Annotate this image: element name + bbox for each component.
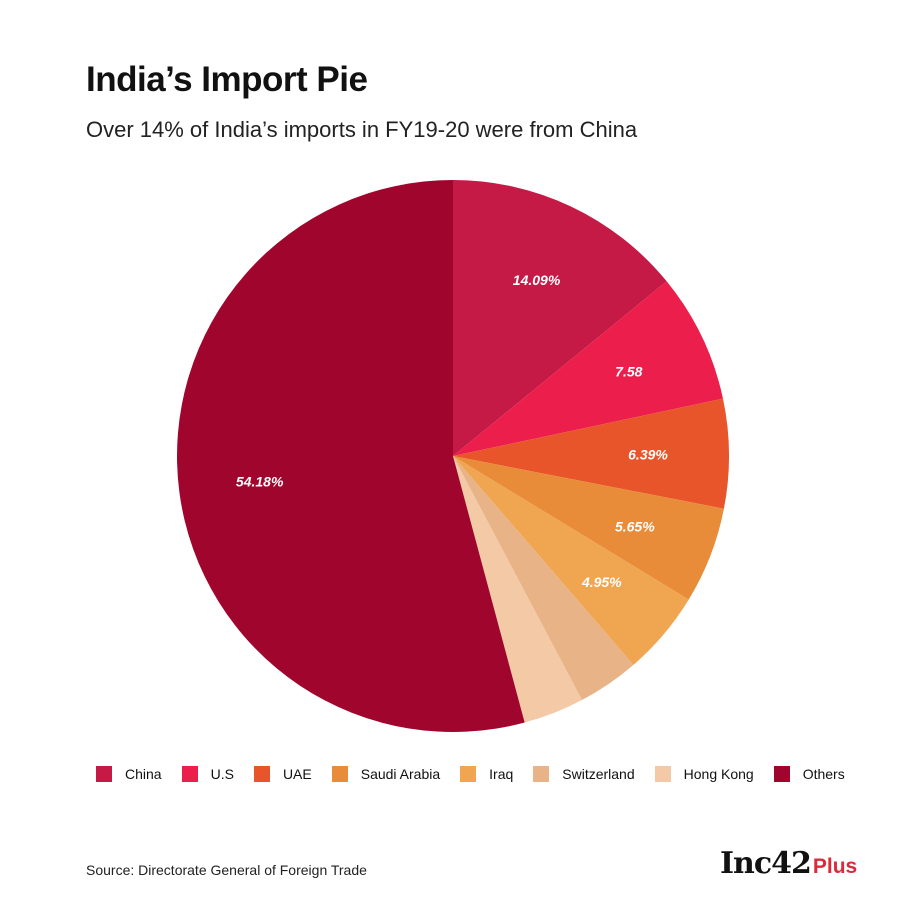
slice-label-iraq: 4.95% <box>581 574 622 590</box>
pie-slice-u-s <box>453 281 723 456</box>
slice-label-others: 54.18% <box>236 474 284 490</box>
pie-slice-saudi-arabia <box>453 456 724 600</box>
legend-label-u-s: U.S <box>210 766 234 782</box>
slice-label-u-s: 7.58 <box>615 364 642 380</box>
chart-title: India’s Import Pie <box>86 60 368 99</box>
legend-label-uae: UAE <box>282 766 312 782</box>
legend-label-iraq: Iraq <box>489 766 514 782</box>
legend-label-others: Others <box>802 766 845 782</box>
legend-item-others: Others <box>773 766 845 782</box>
chart-legend: China U.S UAE Saudi Arabia Iraq Switzerland Ho… <box>96 766 865 782</box>
legend-item-hong-kong: Hong Kong <box>654 766 754 782</box>
legend-swatch-uae <box>253 766 270 782</box>
legend-item-switzerland: Switzerland <box>533 766 635 782</box>
legend-item-uae: UAE <box>253 766 312 782</box>
legend-swatch-china <box>96 766 112 782</box>
pie-slices <box>176 180 729 733</box>
logo-plus-text: Plus <box>812 854 858 878</box>
legend-swatch-saudi-arabia <box>331 766 348 782</box>
chart-subtitle: Over 14% of India’s imports in FY19-20 w… <box>86 117 638 142</box>
legend-label-hong-kong: Hong Kong <box>683 766 754 782</box>
inc42-plus-logo: Inc42 Plus <box>720 846 857 881</box>
legend-swatch-hong-kong <box>654 766 671 782</box>
pie-slice-hong-kong <box>453 456 582 723</box>
pie-slice-others <box>176 180 525 733</box>
pie-slice-uae <box>453 398 729 509</box>
pie-slice-iraq <box>453 456 689 665</box>
logo-main-text: Inc42 <box>720 846 812 881</box>
legend-item-china: China <box>96 766 162 782</box>
slice-label-china: 14.09% <box>513 272 561 288</box>
legend-swatch-switzerland <box>533 766 550 782</box>
slice-label-saudi-arabia: 5.65% <box>615 518 655 534</box>
pie-slice-switzerland <box>453 456 634 701</box>
legend-item-saudi-arabia: Saudi Arabia <box>331 766 441 782</box>
legend-item-iraq: Iraq <box>460 766 513 782</box>
pie-slice-china <box>453 180 667 456</box>
slice-label-uae: 6.39% <box>628 446 668 462</box>
legend-label-saudi-arabia: Saudi Arabia <box>360 766 441 782</box>
legend-swatch-others <box>773 766 790 782</box>
legend-swatch-iraq <box>460 766 477 782</box>
legend-label-china: China <box>125 766 162 782</box>
legend-label-switzerland: Switzerland <box>562 766 635 782</box>
legend-item-u-s: U.S <box>181 766 234 782</box>
legend-swatch-u-s <box>181 766 198 782</box>
source-note: Source: Directorate General of Foreign T… <box>86 862 367 878</box>
pie-labels: 14.09% 7.58 6.39% 5.65% 4.95% 54.18% <box>236 272 668 590</box>
